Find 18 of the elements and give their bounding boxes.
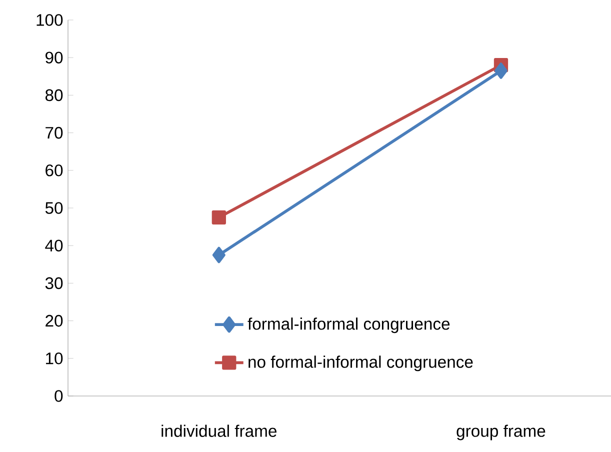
- point: [212, 210, 226, 224]
- y-tick-label: 0: [54, 390, 63, 402]
- legend-label: no formal-informal congruence: [248, 356, 473, 372]
- y-tick-label: 100: [36, 14, 63, 26]
- point: [494, 62, 508, 79]
- x-tick-label: group frame: [456, 424, 546, 440]
- y-tick-label: 60: [46, 164, 63, 176]
- y-tick-label: 30: [45, 277, 63, 290]
- y-tick-label: 10: [46, 352, 63, 364]
- point: [212, 246, 226, 264]
- y-tick-label: 20: [46, 314, 63, 327]
- legend-label: formal-informal congruence: [248, 318, 450, 334]
- y-tick-label: 50: [45, 202, 63, 214]
- y-tick-label: 90: [46, 52, 63, 64]
- y-tick-label: 40: [45, 240, 63, 252]
- y-tick-label: 80: [45, 89, 63, 102]
- y-tick-label: 70: [46, 126, 63, 139]
- x-tick-label: individual frame: [162, 424, 276, 437]
